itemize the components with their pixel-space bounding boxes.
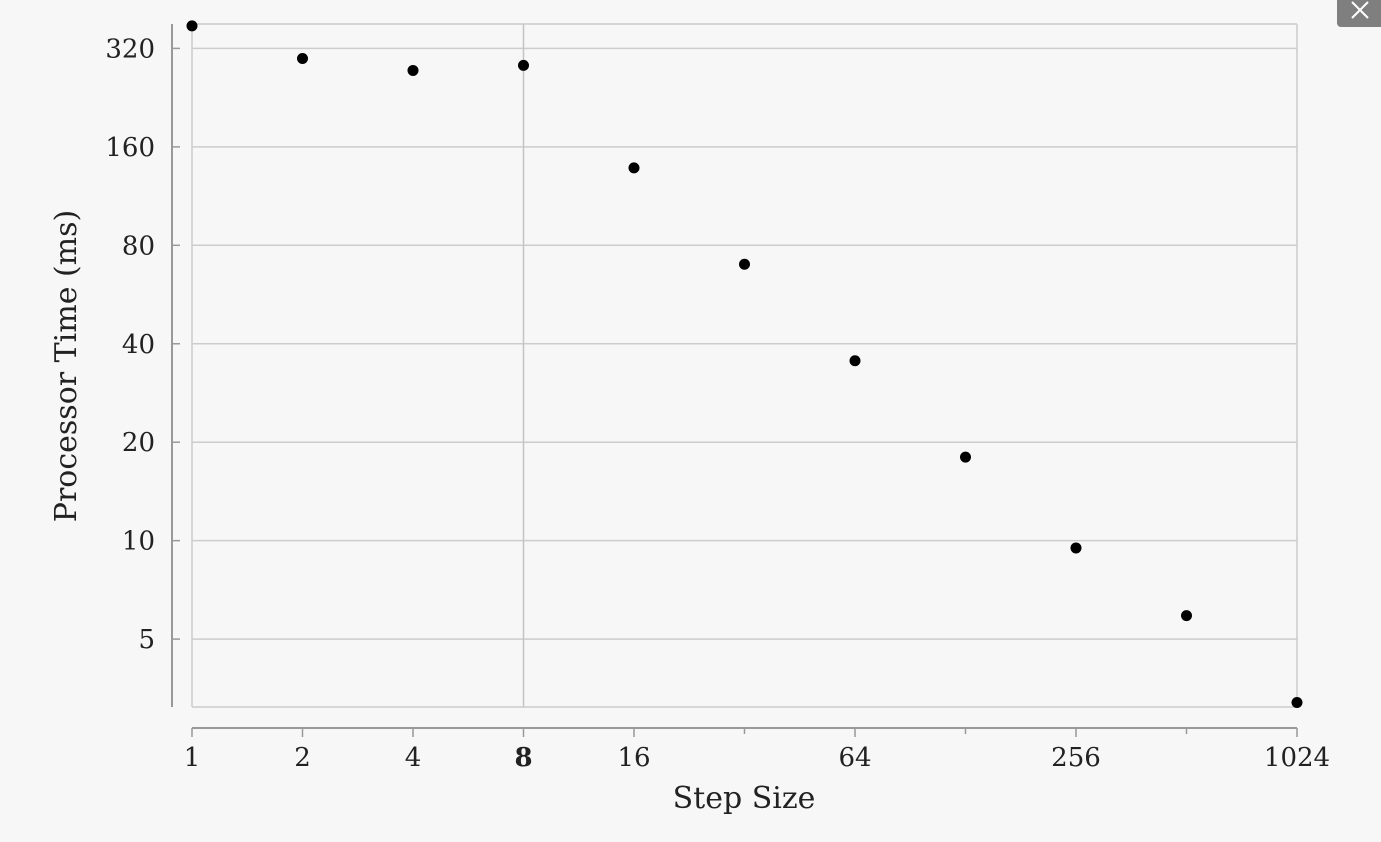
y-tick-label: 5 [138, 625, 155, 655]
close-button[interactable] [1337, 0, 1381, 27]
data-point [297, 53, 308, 65]
y-tick-label: 40 [122, 330, 155, 360]
close-icon [1351, 1, 1369, 19]
data-point [1070, 542, 1082, 554]
x-tick-label: 256 [1051, 743, 1101, 773]
x-tick-label: 1 [184, 743, 201, 773]
data-point [1181, 610, 1192, 622]
x-axis-title: Step Size [673, 781, 816, 816]
data-point [739, 258, 750, 270]
data-point [628, 162, 640, 174]
axes [171, 24, 1298, 737]
y-tick-label: 80 [122, 231, 155, 261]
x-tick-label: 2 [294, 743, 311, 773]
y-tick-label: 160 [105, 133, 155, 163]
data-point [849, 355, 861, 367]
x-tick-label: 1024 [1264, 743, 1330, 773]
y-tick-label: 320 [105, 34, 155, 64]
data-points [186, 20, 1303, 708]
x-tick-label: 4 [405, 743, 422, 773]
x-tick-label: 8 [514, 743, 532, 773]
data-point [186, 20, 198, 32]
x-axis-tick-labels: 1 2 4 8 16 64 256 1024 [184, 743, 1330, 773]
y-tick-label: 10 [122, 527, 155, 557]
y-tick-label: 20 [122, 428, 155, 458]
x-tick-label: 16 [617, 743, 650, 773]
grid-lines [191, 23, 1298, 708]
data-point [960, 451, 971, 463]
x-tick-label: 64 [838, 743, 871, 773]
y-axis-title: Processor Time (ms) [49, 210, 84, 522]
data-point [1291, 696, 1303, 708]
data-point [518, 59, 529, 71]
y-axis-tick-labels: 5 10 20 40 80 160 320 [105, 34, 155, 655]
data-point [407, 64, 419, 76]
